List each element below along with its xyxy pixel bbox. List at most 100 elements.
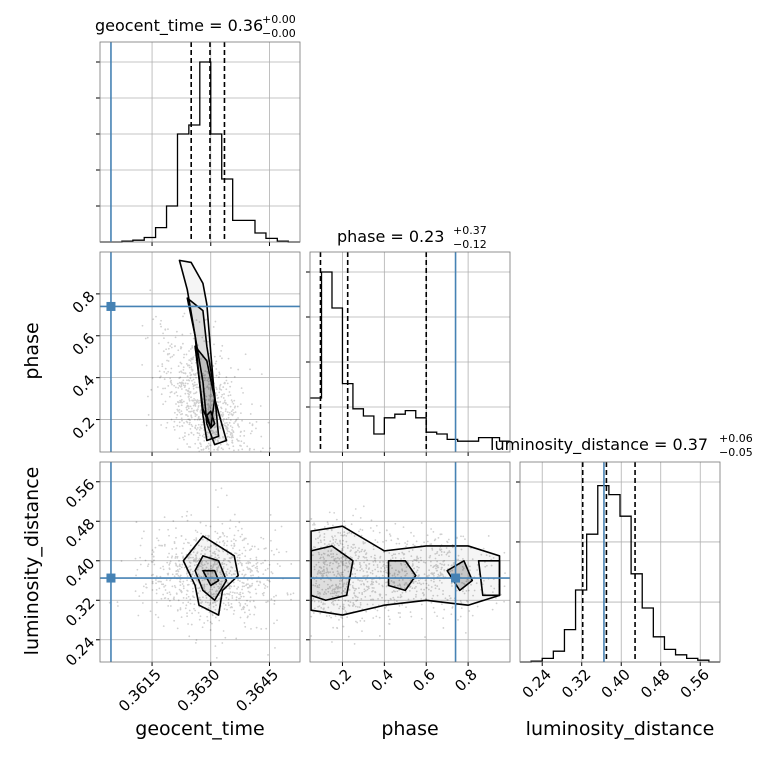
scatter-point [177,401,179,403]
scatter-point [438,548,441,550]
scatter-point [347,635,350,638]
scatter-point [218,556,220,559]
scatter-point [353,589,356,592]
scatter-point [149,610,152,613]
scatter-point [219,385,221,387]
scatter-point [330,556,333,559]
scatter-point [400,563,403,566]
scatter-point [219,355,222,358]
scatter-point [232,613,235,615]
scatter-point [176,413,179,416]
scatter-point [205,447,207,450]
scatter-point [222,539,225,542]
scatter-point [206,403,209,406]
scatter-point [214,645,217,647]
scatter-point [415,593,417,596]
scatter-point [318,569,320,572]
scatter-point [155,575,158,578]
scatter-point [160,580,162,583]
scatter-point [213,560,216,563]
scatter-point [279,565,281,568]
scatter-point [432,566,435,569]
scatter-point [457,558,459,561]
scatter-point [251,545,254,548]
scatter-point [208,394,211,397]
scatter-point [251,403,253,406]
scatter-point [434,557,437,560]
scatter-point [181,413,184,415]
scatter-point [167,573,169,576]
scatter-point [333,558,336,561]
scatter-point [166,359,168,362]
scatter-point [443,551,446,554]
scatter-point [341,563,344,566]
panels-layer: 0.24 0.32 0.40 0.48 0.560.20.40.60.80.3615 0.… [62,41,721,715]
scatter-point [359,517,362,519]
scatter-point [387,609,390,612]
scatter-point [336,567,339,569]
scatter-point [362,555,365,558]
scatter-point [203,585,206,588]
scatter-point [164,584,167,587]
scatter-point [230,602,233,605]
scatter-point [187,390,190,392]
scatter-point [187,623,189,625]
scatter-point [200,575,203,578]
scatter-point [199,409,202,412]
scatter-point [403,561,406,564]
scatter-point [189,377,192,380]
scatter-point [231,556,234,559]
title-phase-sub: −0.12 [453,238,487,251]
scatter-point [330,528,333,531]
scatter-point [221,563,224,566]
scatter-point [318,535,321,538]
scatter-point [343,582,345,585]
scatter-point [492,556,495,559]
scatter-point [188,366,191,369]
tick-label-y: 0.8 [69,288,99,318]
scatter-point [215,563,218,566]
scatter-point [435,563,438,566]
scatter-point [468,569,471,572]
scatter-point [218,598,221,601]
scatter-point [364,595,367,598]
scatter-point [163,544,166,547]
scatter-point [330,543,333,546]
scatter-point [403,587,406,590]
scatter-point [206,615,209,618]
scatter-point [175,416,178,419]
scatter-point [264,559,266,562]
scatter-point [357,555,360,558]
scatter-point [400,595,403,598]
scatter-point [333,558,336,561]
scatter-point [241,581,244,584]
scatter-point [223,593,226,596]
scatter-point [404,582,407,585]
scatter-point [236,559,239,562]
tick-label-y: 0.2 [69,413,99,443]
scatter-point [151,582,154,585]
scatter-point [331,595,334,598]
scatter-point [152,551,155,553]
scatter-point [248,549,251,551]
scatter-point [141,537,143,540]
scatter-point [181,333,184,336]
scatter-point [263,547,266,550]
xlabel-luminosity-distance: luminosity_distance [526,718,715,740]
scatter-point [186,382,189,385]
scatter-point [336,586,338,588]
scatter-point [352,514,354,517]
scatter-point [313,522,315,525]
scatter-point [392,553,395,556]
scatter-point [160,424,163,426]
scatter-point [250,430,253,433]
scatter-point [364,589,367,592]
scatter-point [185,362,188,365]
scatter-point [393,573,396,576]
scatter-point [175,570,178,572]
scatter-point [228,430,231,433]
scatter-point [220,447,223,450]
scatter-point [188,445,190,448]
scatter-point [248,591,251,594]
scatter-point [427,588,430,591]
